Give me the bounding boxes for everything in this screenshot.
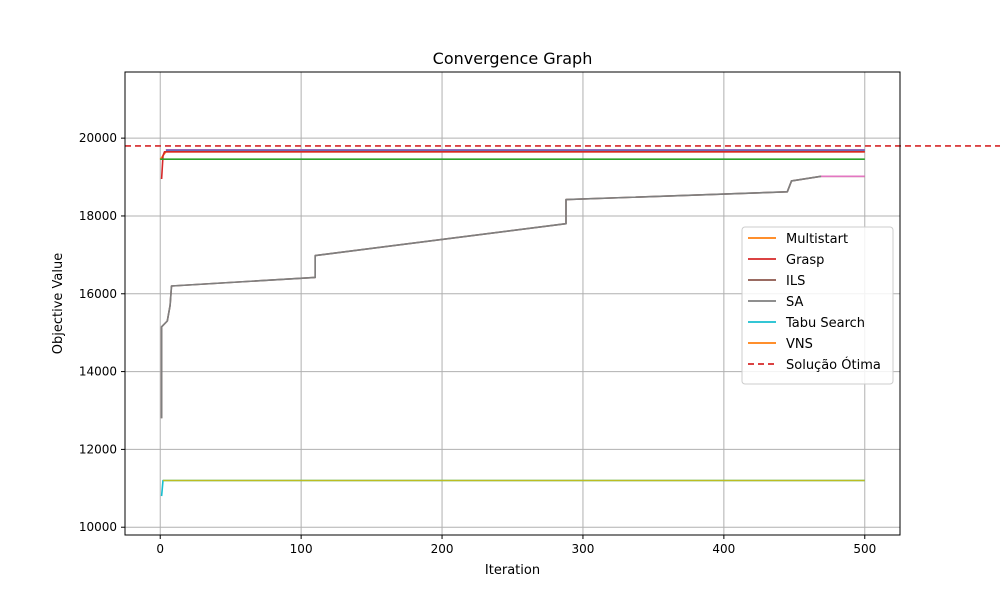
x-tick-label: 0 <box>156 542 164 556</box>
legend: Multistart Grasp ILS SA Tabu Search VNS Soluçã… <box>741 226 894 385</box>
axis-ticks: 0 100 200 300 400 500 10000 12000 14000 16000 1800… <box>79 131 876 556</box>
legend-entry-label: Multistart <box>786 232 848 247</box>
plot-area-frame <box>124 71 901 536</box>
legend-entry-label: SA <box>786 295 803 310</box>
legend-entry-label: VNS <box>786 337 813 352</box>
x-axis-label: Iteration <box>485 563 540 578</box>
legend-entry-label: Grasp <box>786 253 824 268</box>
x-tick-label: 100 <box>290 542 313 556</box>
series-line <box>160 175 822 419</box>
x-tick-label: 200 <box>431 542 454 556</box>
y-tick-label: 16000 <box>79 287 117 301</box>
y-tick-label: 20000 <box>79 131 117 145</box>
y-tick-label: 14000 <box>79 365 117 379</box>
legend-entry-label: Solução Ótima <box>786 357 881 373</box>
legend-entry-label: ILS <box>786 274 805 289</box>
chart-title: Convergence Graph <box>433 49 593 68</box>
y-tick-label: 12000 <box>79 442 117 456</box>
y-tick-label: 10000 <box>79 520 117 534</box>
series-line <box>160 151 865 180</box>
y-tick-label: 18000 <box>79 209 117 223</box>
x-tick-label: 300 <box>572 542 595 556</box>
series-lines <box>125 145 1000 497</box>
y-axis-label: Objective Value <box>51 253 66 354</box>
legend-entry-label: Tabu Search <box>785 316 865 331</box>
legend-frame <box>741 226 894 385</box>
x-tick-label: 400 <box>712 542 735 556</box>
x-tick-label: 500 <box>853 542 876 556</box>
